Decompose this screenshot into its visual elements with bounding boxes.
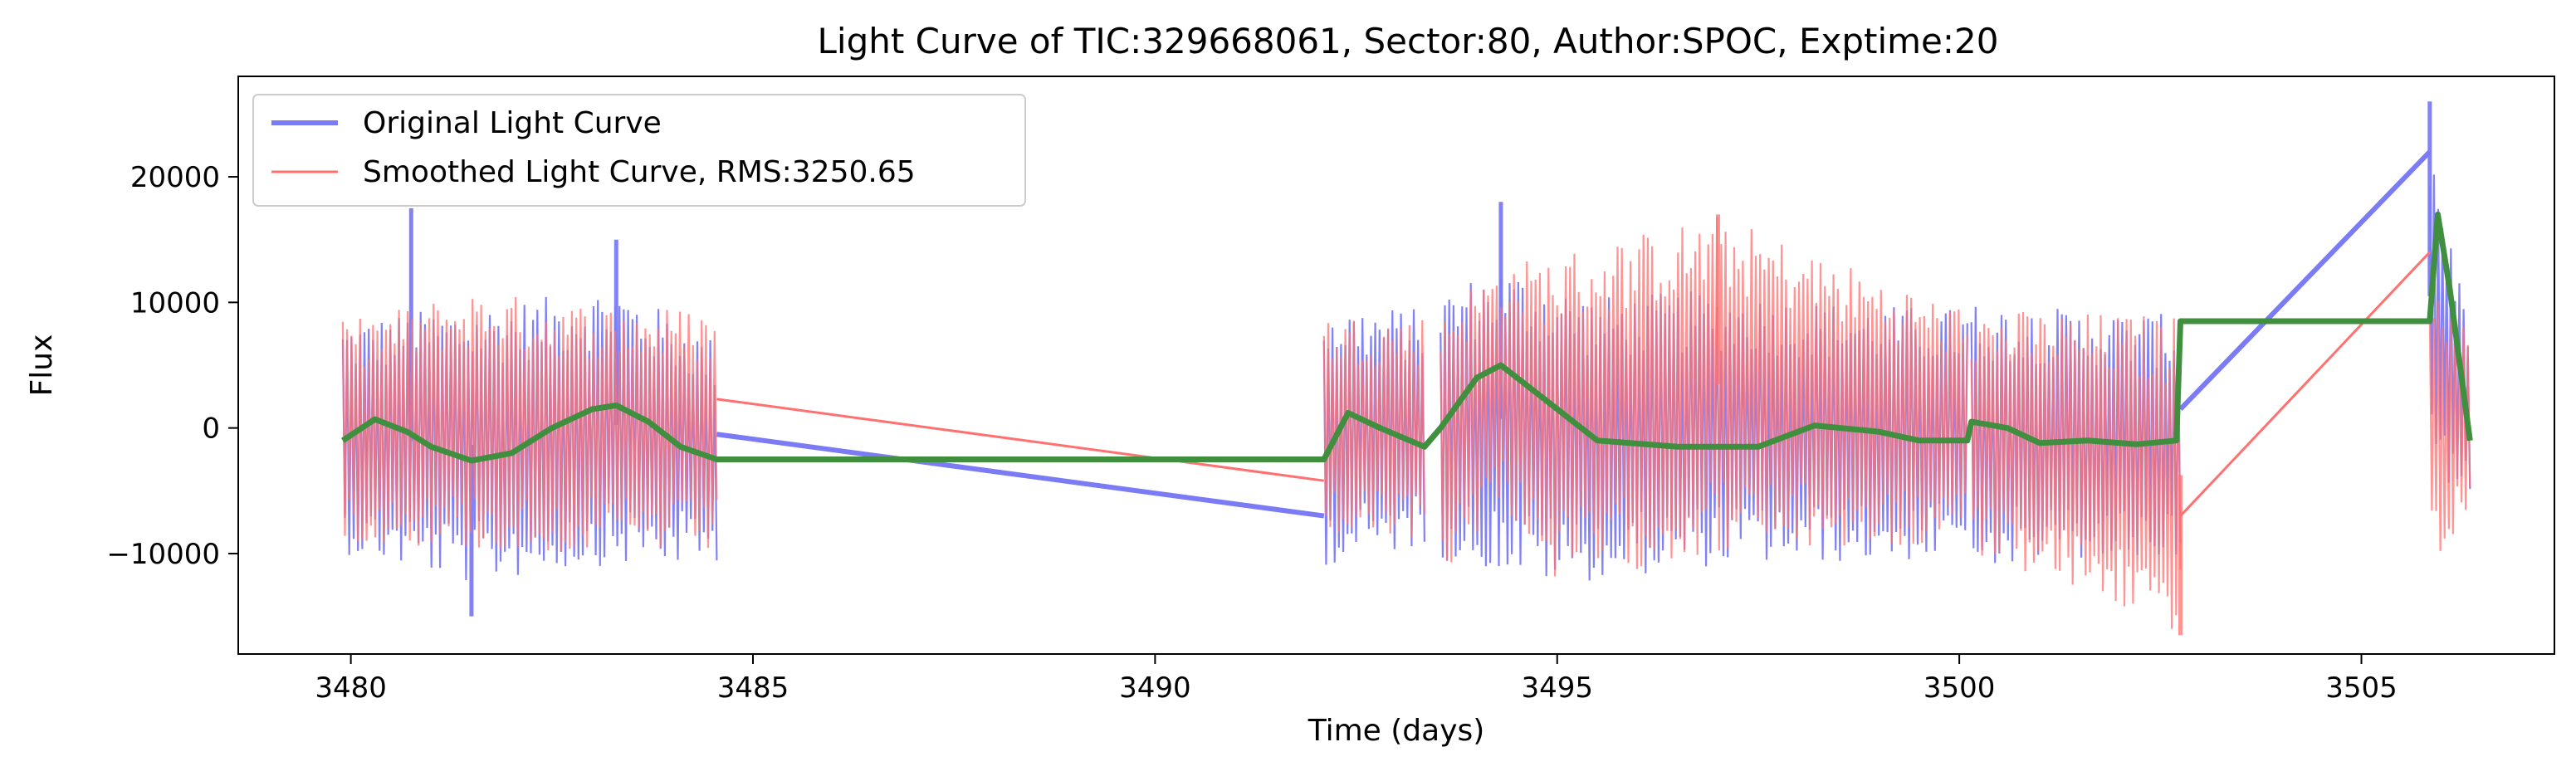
- x-axis: 3480 3485 3490 3495 3500 3505: [315, 654, 2398, 705]
- y-axis: −10000 0 10000 20000: [106, 161, 238, 571]
- x-tick-label-3485: 3485: [717, 671, 789, 705]
- legend-box: [252, 94, 1026, 207]
- series-0-gap-bridge-1: [2178, 149, 2432, 412]
- y-tick-label-0: −10000: [106, 538, 220, 571]
- legend-label-original: Original Light Curve: [363, 106, 662, 140]
- y-tick-label-2: 10000: [130, 286, 220, 320]
- legend-label-smoothed: Smoothed Light Curve, RMS:3250.65: [363, 155, 916, 189]
- x-axis-label: Time (days): [1308, 714, 1485, 748]
- y-tick-label-3: 20000: [130, 161, 220, 194]
- series-1-segment-2: [1440, 217, 1968, 577]
- series-1-gap-bridge-1: [2179, 251, 2431, 517]
- x-tick-label-3480: 3480: [315, 671, 387, 705]
- plot-layer: [340, 101, 2473, 636]
- series-1-segment-1: [1322, 320, 1425, 537]
- y-axis-label: Flux: [25, 334, 59, 397]
- series-1-flux-band: [341, 214, 2471, 636]
- x-tick-label-3505: 3505: [2325, 671, 2398, 705]
- x-tick-label-3490: 3490: [1119, 671, 1191, 705]
- x-tick-label-3500: 3500: [1923, 671, 1996, 705]
- series-1-segment-4: [2428, 297, 2471, 551]
- y-tick-label-1: 0: [202, 412, 220, 446]
- plot-frame: [237, 76, 2555, 655]
- series-0-gap-bridge-0: [716, 432, 1325, 519]
- trend-line: [340, 211, 2473, 464]
- x-tick-label-3495: 3495: [1521, 671, 1593, 705]
- chart-title: Light Curve of TIC:329668061, Sector:80,…: [818, 21, 1999, 61]
- series-1-gap-bridge-0: [716, 398, 1325, 482]
- legend: Original Light Curve Smoothed Light Curv…: [252, 94, 1026, 207]
